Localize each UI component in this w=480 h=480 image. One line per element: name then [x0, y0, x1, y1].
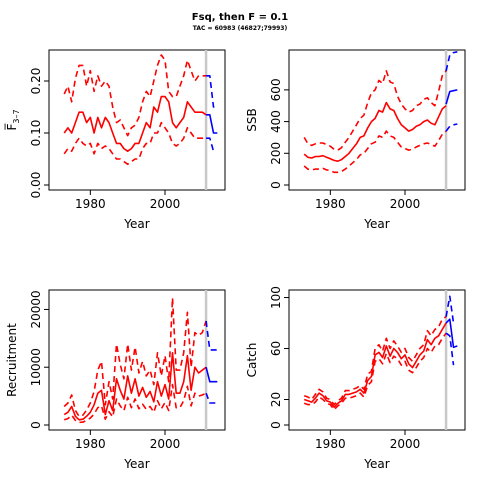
series-line-proj-upper — [205, 320, 218, 351]
plot-frame — [288, 289, 466, 431]
y-axis-label-main: F̅ — [4, 123, 19, 131]
series-line-median — [303, 101, 447, 162]
series-line-lower — [63, 383, 207, 424]
x-tick-label: 2000 — [390, 437, 421, 451]
y-axis-label: F̅3–7 — [4, 109, 21, 130]
y-tick-label: 0 — [29, 421, 43, 429]
y-tick-label: 10000 — [29, 348, 43, 386]
x-tick-label: 1980 — [75, 197, 106, 211]
y-tick-label: 200 — [269, 142, 283, 165]
chart-subtitle: TAC = 60983 (46827;79993) — [193, 25, 288, 32]
series-line-proj-median — [445, 318, 458, 349]
series-line-upper — [303, 316, 447, 406]
series-line-upper — [303, 70, 447, 151]
series-line-median — [63, 351, 207, 421]
series-line-proj-lower — [205, 392, 218, 404]
plot-frame — [48, 289, 226, 431]
plot-frame — [288, 49, 466, 191]
x-axis-label: Year — [123, 457, 149, 471]
x-tick-label: 2000 — [150, 197, 181, 211]
series-line-proj-upper — [445, 295, 455, 324]
series-line-upper — [63, 54, 207, 137]
panel-catch: 1980 2000 0 20 60 100 Year Catch — [245, 286, 466, 471]
x-tick-label: 1980 — [315, 437, 346, 451]
y-tick-label: 0.10 — [29, 120, 43, 147]
series-line-proj-upper — [445, 51, 458, 72]
y-tick-label: 0 — [269, 181, 283, 189]
y-tick-label: 60 — [269, 341, 283, 356]
y-axis-label-main: Recruitment — [5, 323, 19, 397]
series-line-proj-median — [205, 367, 218, 383]
y-axis-label-subscript: 3–7 — [12, 109, 21, 123]
chart-title: Fsq, then F = 0.1 — [192, 12, 288, 23]
series-line-lower — [63, 121, 207, 165]
y-tick-label: 0 — [269, 421, 283, 429]
series-line-lower — [303, 332, 447, 411]
series-line-proj-upper — [206, 75, 218, 108]
x-axis-label: Year — [363, 457, 389, 471]
series-line-proj-median — [206, 114, 218, 134]
series-line-proj-lower — [445, 123, 458, 132]
plot-frame — [48, 49, 226, 191]
panel-ssb: 1980 2000 0 200 400 600 Year SSB — [245, 49, 466, 231]
series-line-proj-lower — [445, 332, 455, 366]
x-axis-label: Year — [123, 217, 149, 231]
x-tick-label: 1980 — [315, 197, 346, 211]
x-tick-label: 2000 — [150, 437, 181, 451]
x-tick-label: 2000 — [390, 197, 421, 211]
y-tick-label: 600 — [269, 78, 283, 101]
x-axis-label: Year — [363, 217, 389, 231]
y-axis-label: Recruitment — [5, 323, 19, 397]
y-axis-label-main: Catch — [245, 343, 259, 378]
series-line-median — [303, 322, 447, 409]
series-line-proj-median — [445, 89, 458, 105]
y-tick-label: 400 — [269, 110, 283, 133]
panel-fbar: 1980 2000 0.00 0.10 0.20 Year F̅3–7 — [4, 49, 226, 231]
y-tick-label: 20000 — [29, 290, 43, 328]
y-tick-label: 0.20 — [29, 68, 43, 95]
y-axis-label: SSB — [245, 108, 259, 131]
y-tick-label: 20 — [269, 392, 283, 407]
series-line-lower — [303, 130, 447, 174]
y-tick-label: 0.00 — [29, 172, 43, 199]
y-tick-label: 100 — [269, 286, 283, 309]
y-axis-label-main: SSB — [245, 108, 259, 131]
y-axis-label: Catch — [245, 343, 259, 378]
x-tick-label: 1980 — [75, 437, 106, 451]
series-line-proj-lower — [206, 137, 215, 152]
series-line-median — [63, 95, 207, 152]
